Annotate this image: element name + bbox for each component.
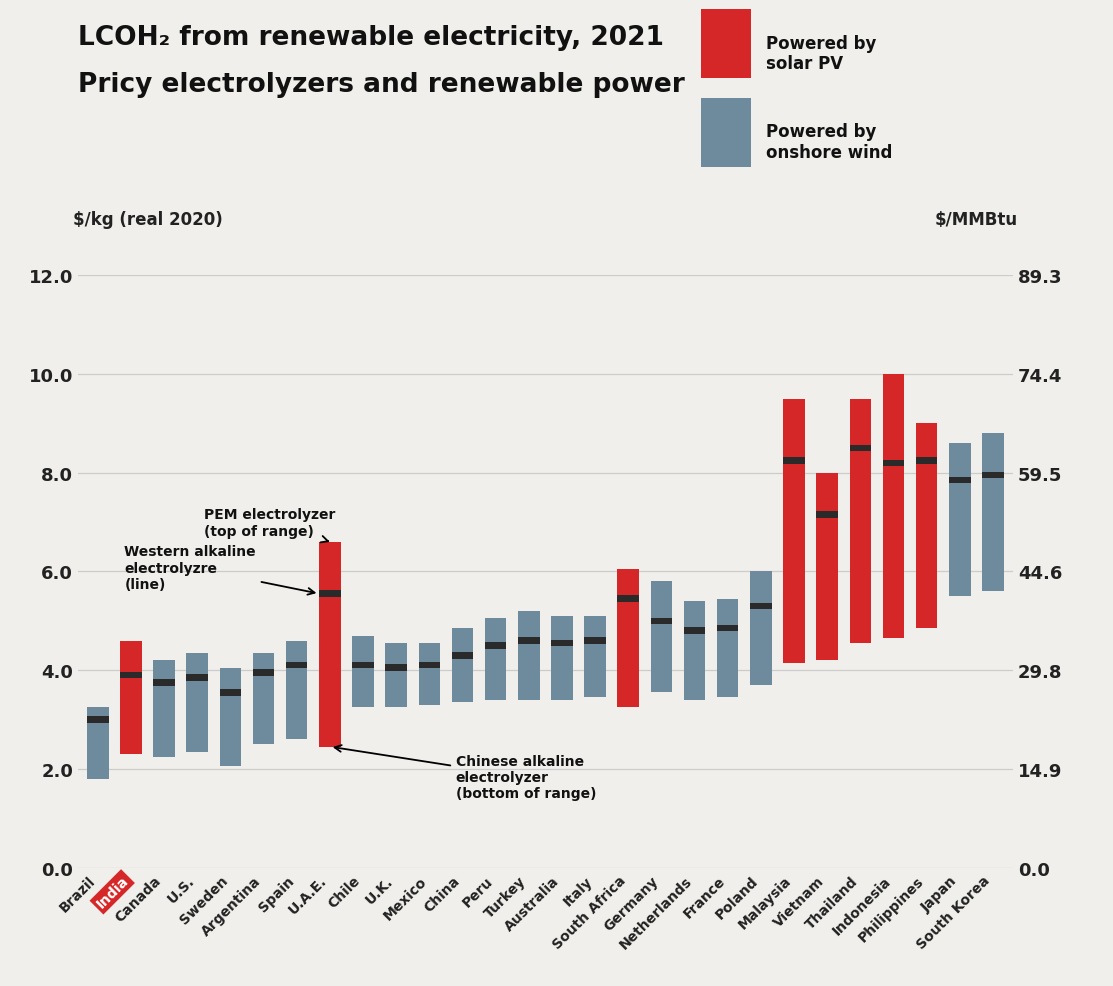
Bar [949, 477, 971, 484]
Text: PEM electrolyzer
(top of range): PEM electrolyzer (top of range) [204, 508, 335, 543]
Bar [154, 679, 175, 686]
Text: Powered by
solar PV: Powered by solar PV [766, 35, 876, 73]
Text: $/MMBtu: $/MMBtu [935, 211, 1017, 229]
Bar [683, 628, 706, 634]
Bar [849, 399, 871, 644]
Bar [120, 672, 141, 678]
Bar [784, 399, 805, 664]
Bar [253, 654, 274, 744]
Bar [319, 542, 341, 747]
Text: $/kg (real 2020): $/kg (real 2020) [73, 211, 223, 229]
Bar [817, 473, 838, 661]
Text: Powered by
onshore wind: Powered by onshore wind [766, 123, 893, 162]
Bar [187, 654, 208, 751]
Bar [418, 663, 440, 669]
Bar [817, 512, 838, 519]
Bar [219, 689, 242, 696]
Bar [916, 458, 937, 464]
Bar [849, 446, 871, 452]
Bar [683, 601, 706, 700]
Bar [385, 665, 407, 671]
Bar [187, 674, 208, 681]
Bar [982, 434, 1004, 592]
Bar [750, 603, 771, 609]
Bar [219, 669, 242, 767]
Bar [518, 638, 540, 644]
Bar [982, 472, 1004, 479]
Bar [485, 643, 506, 649]
Bar [651, 618, 672, 624]
Text: Chinese alkaline
electrolyzer
(bottom of range): Chinese alkaline electrolyzer (bottom of… [335, 745, 597, 801]
Bar [418, 644, 440, 705]
Bar [87, 717, 109, 723]
Bar [584, 638, 605, 644]
Bar [286, 641, 307, 740]
Bar [551, 640, 573, 647]
Bar [452, 653, 473, 659]
Bar [518, 611, 540, 700]
Bar [120, 641, 141, 754]
Bar [385, 644, 407, 708]
Bar [883, 460, 904, 466]
Bar [584, 616, 605, 698]
Bar [253, 669, 274, 676]
Bar [618, 570, 639, 708]
Bar [651, 582, 672, 693]
Bar [916, 424, 937, 629]
Bar [717, 599, 739, 698]
Bar [883, 375, 904, 639]
Text: Western alkaline
electrolyzre
(line): Western alkaline electrolyzre (line) [125, 544, 315, 596]
Text: LCOH₂ from renewable electricity, 2021: LCOH₂ from renewable electricity, 2021 [78, 25, 664, 50]
Bar [319, 591, 341, 598]
Bar [949, 444, 971, 597]
Text: Pricy electrolyzers and renewable power: Pricy electrolyzers and renewable power [78, 72, 684, 98]
Bar [750, 572, 771, 685]
Bar [784, 458, 805, 464]
Bar [87, 708, 109, 779]
Bar [618, 596, 639, 602]
Bar [286, 663, 307, 669]
Bar [485, 619, 506, 700]
Bar [352, 636, 374, 708]
Bar [717, 625, 739, 632]
Bar [452, 629, 473, 702]
Bar [551, 616, 573, 700]
Bar [154, 661, 175, 757]
Bar [352, 663, 374, 669]
